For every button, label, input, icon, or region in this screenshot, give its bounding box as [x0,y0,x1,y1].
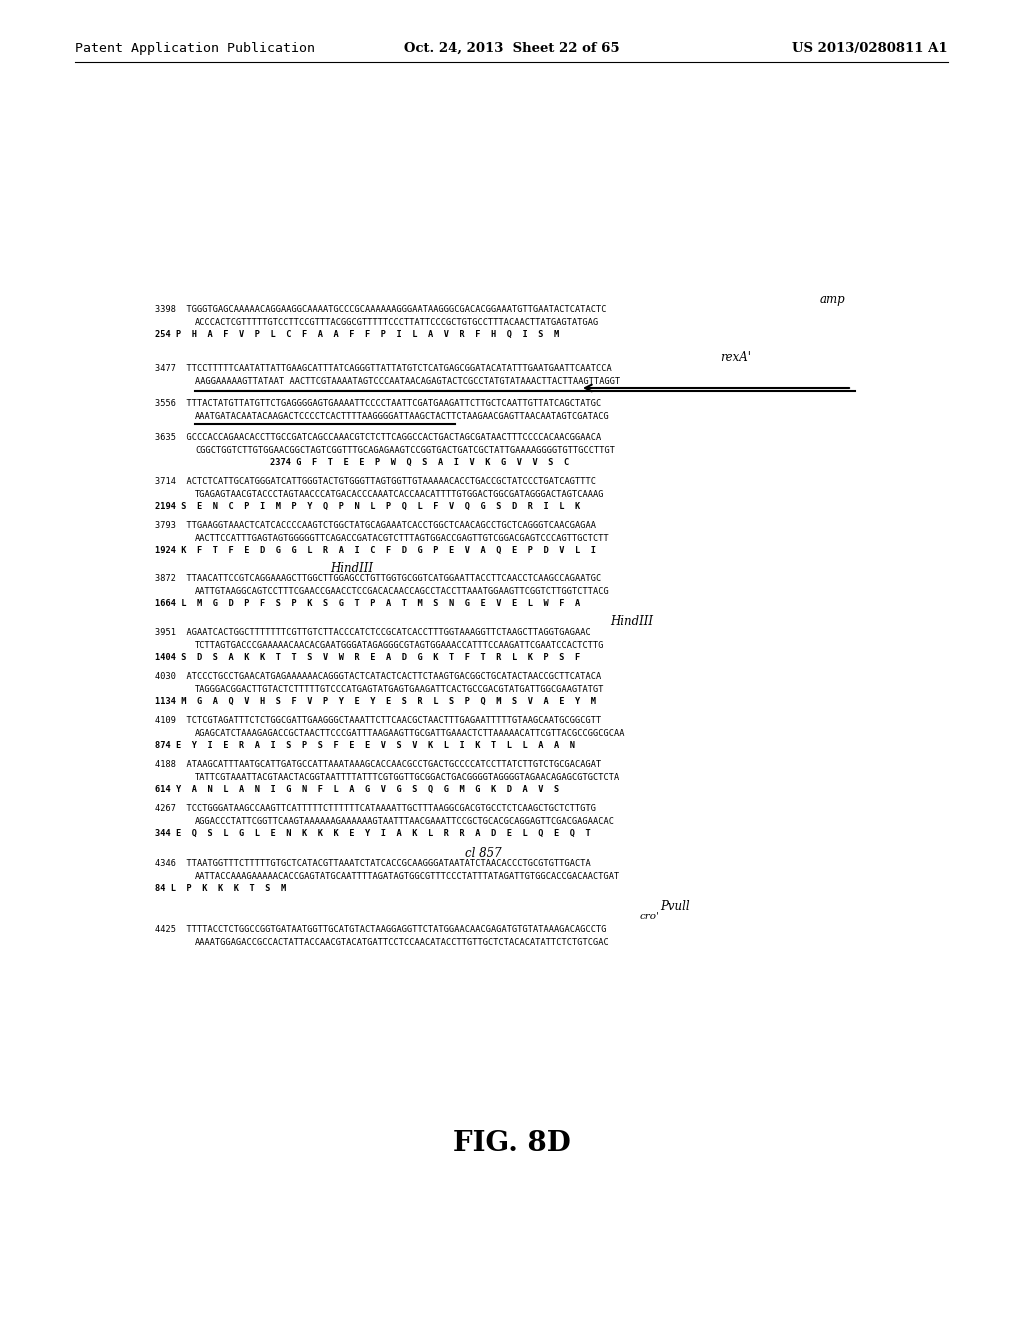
Text: 3951  AGAATCACTGGCTTTTTTTCGTTGTCTTACCCATCTCCGCATCACCTTTGGTAAAGGTTCTAAGCTTAGGTGAG: 3951 AGAATCACTGGCTTTTTTTCGTTGTCTTACCCATC… [155,628,591,638]
Text: TATTCGTAAATTACGTAACTACGGTAATTTTATTTCGTGGTTGCGGACTGACGGGGTAGGGGTAGAACAGAGCGTGCTCT: TATTCGTAAATTACGTAACTACGGTAATTTTATTTCGTGG… [195,774,621,781]
Text: 4425  TTTTACCTCTGGCCGGTGATAATGGTTGCATGTACTAAGGAGGTTCTATGGAACAACGAGATGTGTATAAAGAC: 4425 TTTTACCTCTGGCCGGTGATAATGGTTGCATGTAC… [155,925,606,935]
Text: 4030  ATCCCTGCCTGAACATGAGAAAAAACAGGGTACTCATACTCACTTCTAAGTGACGGCTGCATACTAACCGCTTC: 4030 ATCCCTGCCTGAACATGAGAAAAAACAGGGTACTC… [155,672,601,681]
Text: 874 E  Y  I  E  R  A  I  S  P  S  F  E  E  V  S  V  K  L  I  K  T  L  L  A  A  N: 874 E Y I E R A I S P S F E E V S V K L … [155,741,575,750]
Text: HindIII: HindIII [610,615,653,628]
Text: AACTTCCATTTGAGTAGTGGGGGTTCAGACCGATACGTCTTTAGTGGACCGAGTTGTCGGACGAGTCCCAGTTGCTCTT: AACTTCCATTTGAGTAGTGGGGGTTCAGACCGATACGTCT… [195,535,609,543]
Text: cro': cro' [640,912,659,921]
Text: AATTGTAAGGCAGTCCTTTCGAACCGAACCTCCGACACAACCAGCCTACCTTAAATGGAAGTTCGGTCTTGGTCTTACG: AATTGTAAGGCAGTCCTTTCGAACCGAACCTCCGACACAA… [195,587,609,597]
Text: 3398  TGGGTGAGCAAAAACAGGAAGGCAAAATGCCCGCAAAAAAGGGAATAAGGGCGACACGGAAATGTTGAATACTC: 3398 TGGGTGAGCAAAAACAGGAAGGCAAAATGCCCGCA… [155,305,606,314]
Text: US 2013/0280811 A1: US 2013/0280811 A1 [793,42,948,55]
Text: 1924 K  F  T  F  E  D  G  G  L  R  A  I  C  F  D  G  P  E  V  A  Q  E  P  D  V  : 1924 K F T F E D G G L R A I C F D G P E… [155,546,596,554]
Text: 3477  TTCCTTTTTCAATATTATTGAAGCATTTATCAGGGTTATTATGTCTCATGAGCGGATACATATTTGAATGAATT: 3477 TTCCTTTTTCAATATTATTGAAGCATTTATCAGGG… [155,364,611,374]
Text: 3793  TTGAAGGTAAACTCATCACCCCAAGTCTGGCTATGCAGAAATCACCTGGCTCAACAGCCTGCTCAGGGTCAACG: 3793 TTGAAGGTAAACTCATCACCCCAAGTCTGGCTATG… [155,521,596,531]
Text: 1664 L  M  G  D  P  F  S  P  K  S  G  T  P  A  T  M  S  N  G  E  V  E  L  W  F  : 1664 L M G D P F S P K S G T P A T M S N… [155,599,581,609]
Text: AATTACCAAAGAAAAACACCGAGTATGCAATTTTAGATAGTGGCGTTTCCCTATTTATAGATTGTGGCACCGACAACTGA: AATTACCAAAGAAAAACACCGAGTATGCAATTTTAGATAG… [195,873,621,880]
Text: amp: amp [820,293,846,306]
Text: 3872  TTAACATTCCGTCAGGAAAGCTTGGCTTGGAGCCTGTTGGTGCGGTCATGGAATTACCTTCAACCTCAAGCCAG: 3872 TTAACATTCCGTCAGGAAAGCTTGGCTTGGAGCCT… [155,574,601,583]
Text: AGAGCATCTAAAGAGACCGCTAACTTCCCGATTTAAGAAGTTGCGATTGAAACTCTTAAAAACATTCGTTACGCCGGCGC: AGAGCATCTAAAGAGACCGCTAACTTCCCGATTTAAGAAG… [195,729,626,738]
Text: 4267  TCCTGGGATAAGCCAAGTTCATTTTTCTTTTTTCATAAAATTGCTTTAAGGCGACGTGCCTCTCAAGCTGCTCT: 4267 TCCTGGGATAAGCCAAGTTCATTTTTCTTTTTTCA… [155,804,596,813]
Text: Oct. 24, 2013  Sheet 22 of 65: Oct. 24, 2013 Sheet 22 of 65 [404,42,620,55]
Text: 1134 M  G  A  Q  V  H  S  F  V  P  Y  E  Y  E  S  R  L  S  P  Q  M  S  V  A  E  : 1134 M G A Q V H S F V P Y E Y E S R L S… [155,697,596,706]
Text: AGGACCCTATTCGGTTCAAGTAAAAAAGAAAAAAGTAATTTAACGAAATTCCGCTGCACGCAGGAGTTCGACGAGAACAC: AGGACCCTATTCGGTTCAAGTAAAAAAGAAAAAAGTAATT… [195,817,615,826]
Text: 2374 G  F  T  E  E  P  W  Q  S  A  I  V  K  G  V  V  S  C: 2374 G F T E E P W Q S A I V K G V V S C [270,458,569,467]
Text: 344 E  Q  S  L  G  L  E  N  K  K  K  E  Y  I  A  K  L  R  R  A  D  E  L  Q  E  Q: 344 E Q S L G L E N K K K E Y I A K L R … [155,829,591,838]
Text: 3714  ACTCTCATTGCATGGGATCATTGGGTACTGTGGGTTAGTGGTTGTAAAAACACCTGACCGCTATCCCTGATCAG: 3714 ACTCTCATTGCATGGGATCATTGGGTACTGTGGGT… [155,477,596,486]
Text: AAAATGGAGACCGCCACTATTACCAACGTACATGATTCCTCCAACATACCTTGTTGCTCTACACATATTCTCTGTCGAC: AAAATGGAGACCGCCACTATTACCAACGTACATGATTCCT… [195,939,609,946]
Text: rexA': rexA' [720,351,751,364]
Text: HindIII: HindIII [330,562,373,576]
Text: 1404 S  D  S  A  K  K  T  T  S  V  W  R  E  A  D  G  K  T  F  T  R  L  K  P  S  : 1404 S D S A K K T T S V W R E A D G K T… [155,653,581,663]
Text: 3556  TTTACTATGTTATGTTCTGAGGGGAGTGAAAATTCCCCTAATTCGATGAAGATTCTTGCTCAATTGTTATCAGC: 3556 TTTACTATGTTATGTTCTGAGGGGAGTGAAAATTC… [155,399,601,408]
Text: CGGCTGGTCTTGTGGAACGGCTAGTCGGTTTGCAGAGAAGTCCGGTGACTGATCGCTATTGAAAAGGGGTGTTGCCTTGT: CGGCTGGTCTTGTGGAACGGCTAGTCGGTTTGCAGAGAAG… [195,446,615,455]
Text: 4346  TTAATGGTTTCTTTTTGTGCTCATACGTTAAATCTATCACCGCAAGGGATAATATCTAACACCCTGCGTGTTGA: 4346 TTAATGGTTTCTTTTTGTGCTCATACGTTAAATCT… [155,859,591,869]
Text: 84 L  P  K  K  K  T  S  M: 84 L P K K K T S M [155,884,287,894]
Text: AAATGATACAATACAAGACTCCCCTCACTTTTAAGGGGATTAAGCTACTTCTAAGAACGAGTTAACAATAGTCGATACG: AAATGATACAATACAAGACTCCCCTCACTTTTAAGGGGAT… [195,412,609,421]
Text: Pvull: Pvull [660,900,689,913]
Text: AAGGAAAAAGTTATAAT AACTTCGTAAAATAGTCCCAATAACAGAGTACTCGCCTATGTATAAACTTACTTAAGTTAGG: AAGGAAAAAGTTATAAT AACTTCGTAAAATAGTCCCAAT… [195,378,621,385]
Text: 254 P  H  A  F  V  P  L  C  F  A  A  F  F  P  I  L  A  V  R  F  H  Q  I  S  M: 254 P H A F V P L C F A A F F P I L A V … [155,330,559,339]
Text: cl 857: cl 857 [465,847,502,861]
Text: TAGGGACGGACTTGTACTCTTTTTGTCCCATGAGTATGAGTGAAGATTCACTGCCGACGTATGATTGGCGAAGTATGT: TAGGGACGGACTTGTACTCTTTTTGTCCCATGAGTATGAG… [195,685,604,694]
Text: 4109  TCTCGTAGATTTCTCTGGCGATTGAAGGGCTAAATTCTTCAACGCTAACTTTGAGAATTTTTGTAAGCAATGCG: 4109 TCTCGTAGATTTCTCTGGCGATTGAAGGGCTAAAT… [155,715,601,725]
Text: 2194 S  E  N  C  P  I  M  P  Y  Q  P  N  L  P  Q  L  F  V  Q  G  S  D  R  I  L  : 2194 S E N C P I M P Y Q P N L P Q L F V… [155,502,581,511]
Text: 614 Y  A  N  L  A  N  I  G  N  F  L  A  G  V  G  S  Q  G  M  G  K  D  A  V  S: 614 Y A N L A N I G N F L A G V G S Q G … [155,785,559,795]
Text: FIG. 8D: FIG. 8D [454,1130,570,1158]
Text: TCTTAGTGACCCGAAAAACAACACGAATGGGATAGAGGGCGTAGTGGAAACCATTTCCAAGATTCGAATCCACTCTTG: TCTTAGTGACCCGAAAAACAACACGAATGGGATAGAGGGC… [195,642,604,649]
Text: 3635  GCCCACCAGAACACCTTGCCGATCAGCCAAACGTCTCTTCAGGCCACTGACTAGCGATAACTTTCCCCACAACG: 3635 GCCCACCAGAACACCTTGCCGATCAGCCAAACGTC… [155,433,601,442]
Text: TGAGAGTAACGTACCCTAGTAACCCATGACACCCAAATCACCAACATTTTGTGGACTGGCGATAGGGACTAGTCAAAG: TGAGAGTAACGTACCCTAGTAACCCATGACACCCAAATCA… [195,490,604,499]
Text: Patent Application Publication: Patent Application Publication [75,42,315,55]
Text: ACCCACTCGTTTTTGTCCTTCCGTTTACGGCGTTTTTCCCTTATTCCCGCTGTGCCTTTACAACTTATGAGTATGAG: ACCCACTCGTTTTTGTCCTTCCGTTTACGGCGTTTTTCCC… [195,318,599,327]
Text: 4188  ATAAGCATTTAATGCATTGATGCCATTAAATAAAGCACCAACGCCTGACTGCCCCATCCTTATCTTGTCTGCGA: 4188 ATAAGCATTTAATGCATTGATGCCATTAAATAAAG… [155,760,601,770]
